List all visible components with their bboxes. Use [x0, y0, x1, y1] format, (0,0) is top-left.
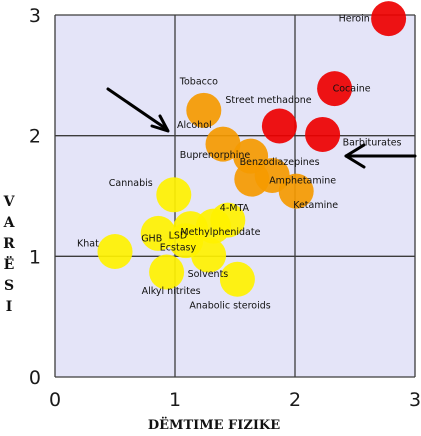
arrow-to-alcohol	[106, 87, 167, 130]
label-ghb: GHB	[141, 233, 162, 244]
point-street-methadone	[261, 108, 297, 144]
x-tick-label: 0	[49, 389, 61, 411]
point-anabolic-steroids	[219, 261, 255, 297]
y-axis-label-char: S	[4, 278, 14, 294]
point-heroin	[371, 1, 407, 37]
label-methylphenidate: Methylphenidate	[180, 227, 260, 238]
point-khat	[97, 234, 133, 270]
y-tick-label: 3	[29, 5, 41, 27]
point-alkyl-nitrites	[149, 254, 185, 290]
label-buprenorphine: Buprenorphine	[180, 150, 251, 161]
label-4-mta: 4-MTA	[220, 203, 250, 214]
point-tobacco	[186, 92, 222, 128]
arrowhead-benzodiazepines	[344, 143, 366, 169]
label-tobacco: Tobacco	[179, 76, 218, 87]
label-cannabis: Cannabis	[109, 178, 153, 189]
x-tick-label: 3	[409, 389, 421, 411]
tick-labels: 0 1 2 3 0 1 2 3	[29, 5, 421, 411]
label-street-methadone: Street methadone	[225, 95, 311, 106]
point-barbiturates	[305, 116, 341, 152]
y-axis-label-char: A	[3, 215, 16, 231]
label-alcohol: Alcohol	[177, 120, 212, 131]
x-tick-label: 1	[169, 389, 181, 411]
y-axis-label-char: I	[6, 299, 13, 315]
label-cocaine: Cocaine	[333, 84, 371, 95]
y-tick-label: 2	[29, 126, 41, 148]
label-heroin: Heroin	[339, 14, 370, 25]
point-solvents	[191, 237, 227, 273]
point-labels: Heroin Cocaine Street methadone Barbiturate…	[77, 14, 402, 312]
label-alkyl-nitrites: Alkyl nitrites	[142, 286, 201, 297]
label-barbiturates: Barbiturates	[343, 137, 402, 148]
data-points	[97, 1, 407, 297]
annotation-arrows	[106, 87, 417, 169]
label-benzodiazepines: Benzodiazepines	[240, 157, 320, 168]
y-tick-label: 0	[29, 367, 41, 389]
label-amphetamine: Amphetamine	[269, 175, 336, 186]
point-alcohol	[205, 126, 241, 162]
point-cocaine	[317, 71, 353, 107]
point-ketamine	[278, 173, 314, 209]
arrowhead-alcohol	[150, 114, 170, 133]
label-anabolic-steroids: Anabolic steroids	[189, 300, 270, 311]
point-cannabis	[156, 177, 192, 213]
label-ketamine: Ketamine	[293, 200, 338, 211]
label-khat: Khat	[77, 239, 99, 250]
x-axis-label: DËMTIME FIZIKE	[148, 417, 280, 433]
point-ghb	[140, 215, 176, 251]
y-axis-label-char: Ë	[4, 254, 15, 273]
label-lsd: LSD	[169, 231, 188, 242]
y-axis-label-char: V	[3, 194, 16, 210]
point-methylphenidate	[195, 208, 231, 244]
label-solvents: Solvents	[188, 269, 229, 280]
plot-area	[55, 15, 415, 377]
label-ecstasy: Ecstasy	[160, 243, 197, 254]
y-tick-label: 1	[29, 246, 41, 268]
x-tick-label: 2	[289, 389, 301, 411]
y-axis-label-char: R	[3, 236, 15, 252]
